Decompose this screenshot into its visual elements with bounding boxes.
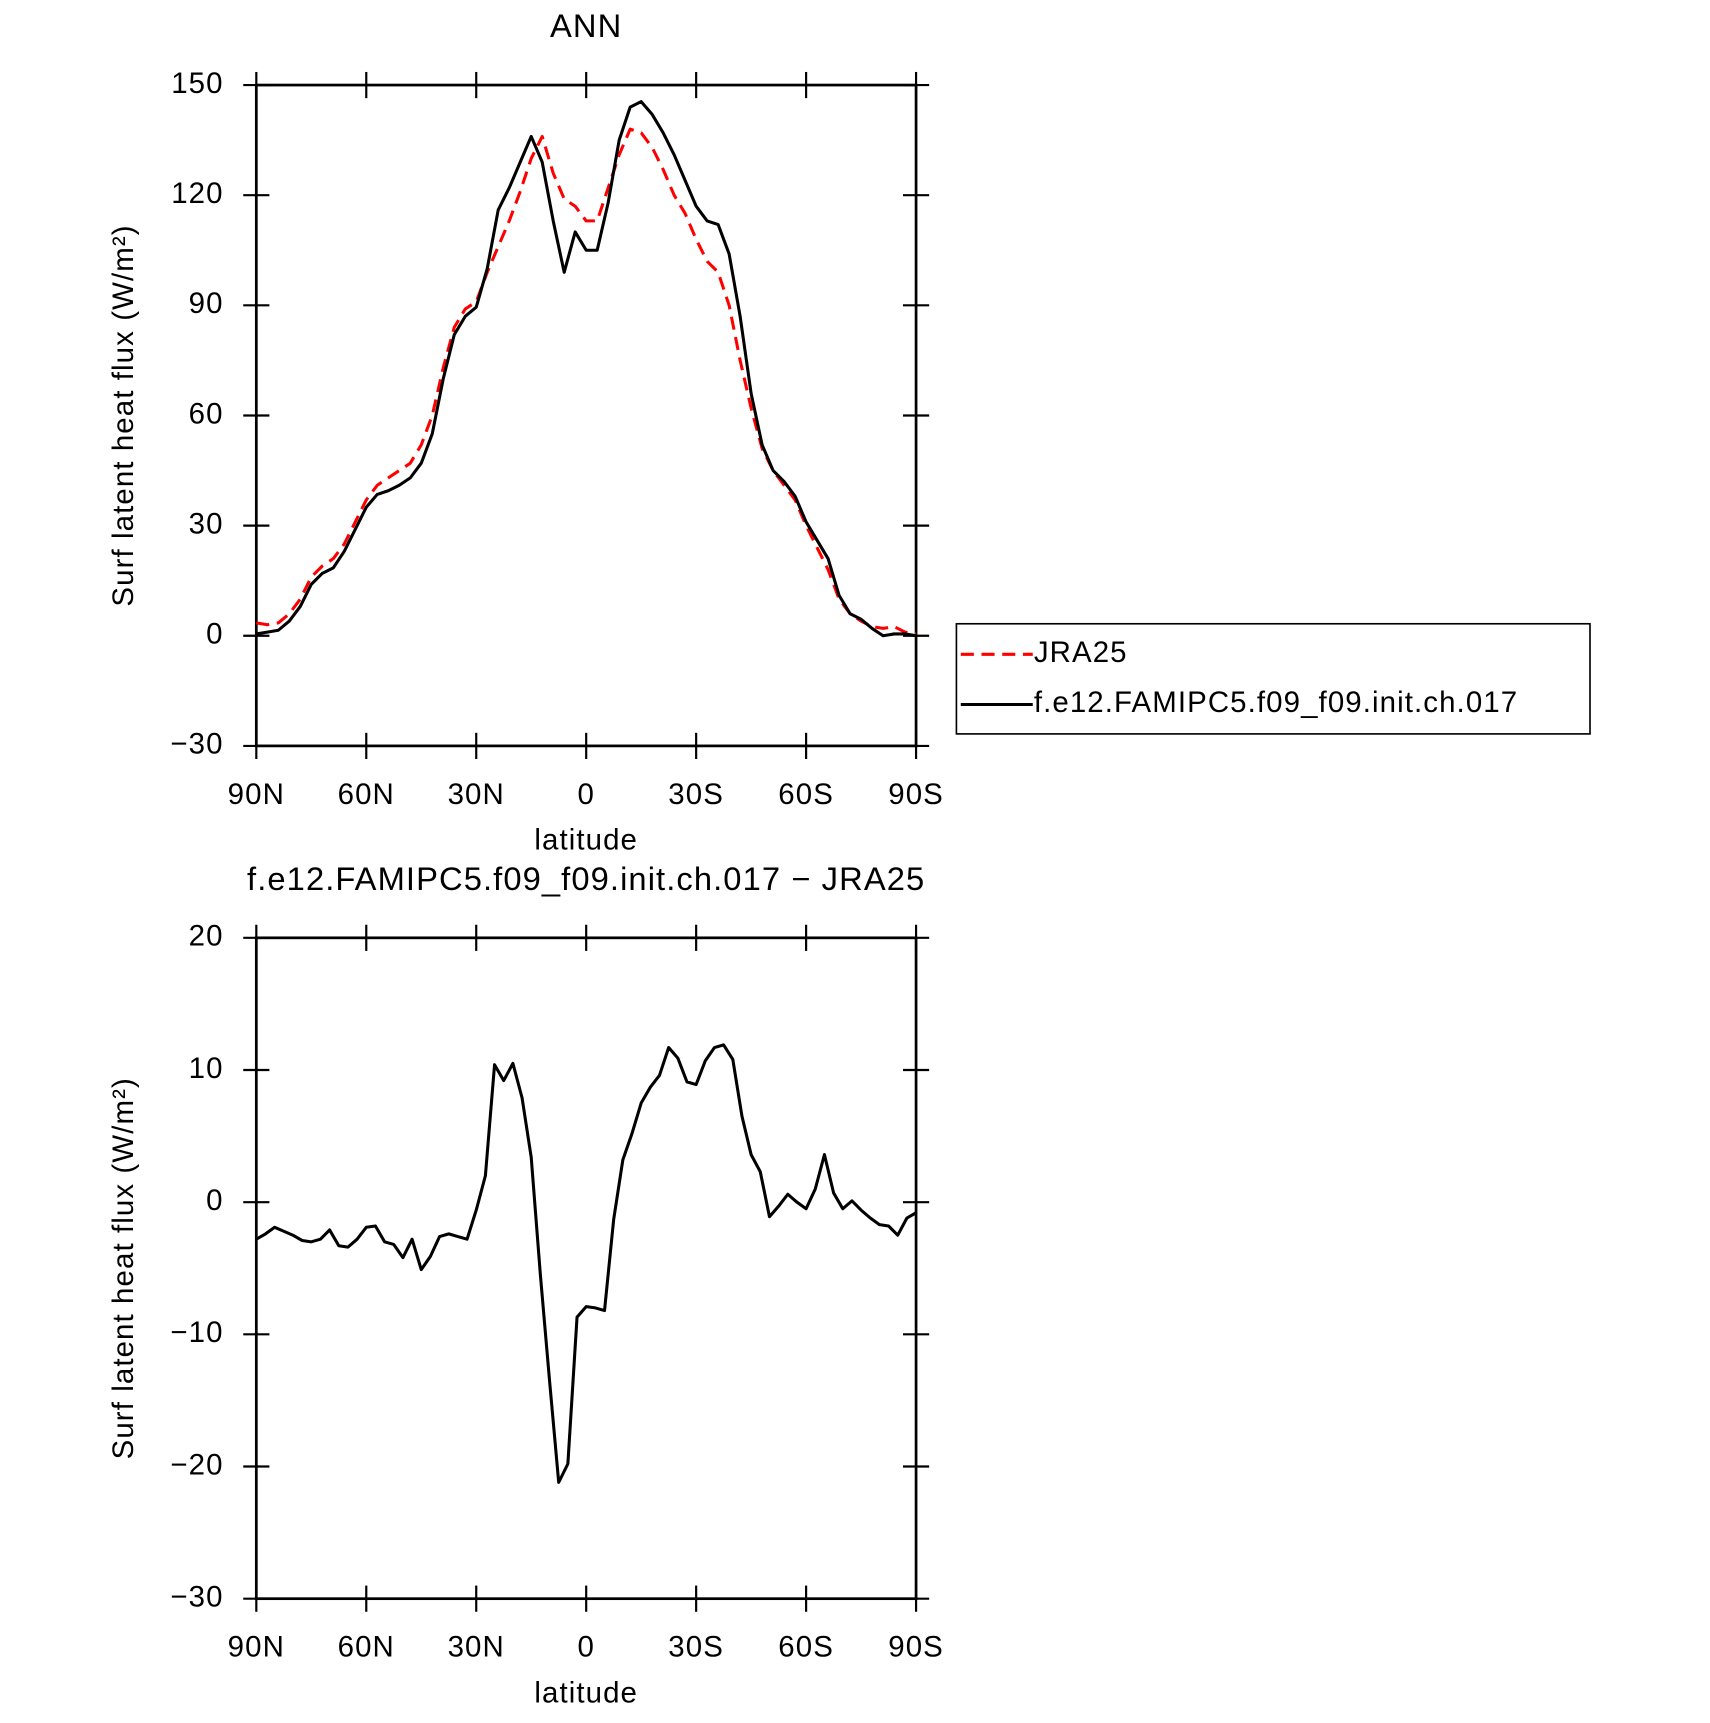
y-tick-label: 30 — [189, 507, 224, 540]
plot-frame — [254, 936, 918, 1601]
x-tick-label: 90S — [888, 1631, 944, 1664]
data-line — [255, 1043, 917, 1484]
x-axis-label: latitude — [534, 824, 638, 857]
y-tick-label: 20 — [189, 920, 224, 953]
y-tick-label: −30 — [170, 1580, 223, 1613]
data-line — [256, 100, 917, 638]
x-tick-label: 30S — [668, 778, 724, 811]
y-tick-label: 10 — [189, 1052, 224, 1085]
x-tick-label: 90N — [228, 1631, 285, 1664]
x-tick-label: 60N — [338, 1631, 395, 1664]
y-tick-label: 90 — [189, 287, 224, 320]
x-tick-label: 30N — [448, 1631, 505, 1664]
y-tick-label: 120 — [171, 177, 223, 210]
y-tick-label: 0 — [206, 1184, 223, 1217]
x-tick-label: 90S — [888, 778, 944, 811]
legend-label: JRA25 — [1034, 636, 1128, 669]
x-tick-label: 60S — [778, 778, 834, 811]
y-tick-label: 0 — [206, 618, 223, 651]
x-tick-label: 30S — [668, 1631, 724, 1664]
x-tick-label: 90N — [228, 778, 285, 811]
y-tick-label: −20 — [170, 1448, 223, 1481]
data-line — [256, 127, 917, 636]
y-tick-label: 150 — [171, 67, 223, 100]
legend-label: f.e12.FAMIPC5.f09_f09.init.ch.017 — [1034, 686, 1518, 719]
y-axis-label: Surf latent heat flux (W/m²) — [107, 224, 140, 606]
chart-title: ANN — [550, 7, 622, 44]
y-tick-label: −10 — [170, 1316, 223, 1349]
x-tick-label: 0 — [577, 1631, 594, 1664]
legend-box — [955, 622, 1591, 735]
x-tick-label: 60S — [778, 1631, 834, 1664]
x-tick-label: 60N — [338, 778, 395, 811]
plot-frame — [254, 83, 918, 748]
x-axis-label: latitude — [534, 1676, 638, 1709]
y-tick-label: 60 — [189, 397, 224, 430]
x-tick-label: 0 — [577, 778, 594, 811]
chart-title: f.e12.FAMIPC5.f09_f09.init.ch.017 − JRA2… — [247, 860, 925, 897]
y-axis-label: Surf latent heat flux (W/m²) — [107, 1077, 140, 1459]
x-tick-label: 30N — [448, 778, 505, 811]
y-tick-label: −30 — [170, 728, 223, 761]
